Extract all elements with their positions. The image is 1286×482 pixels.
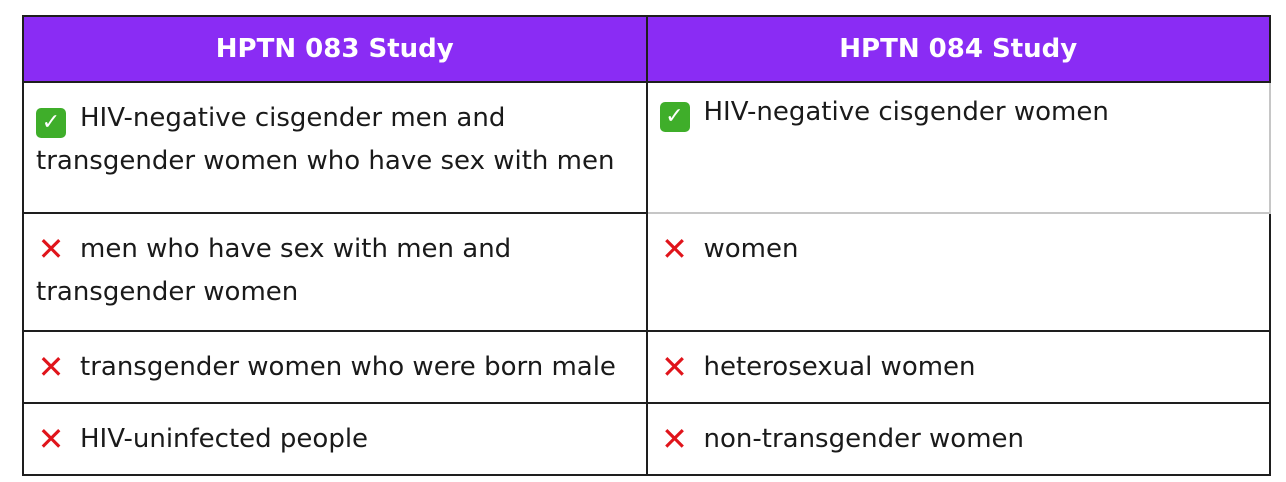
cell-text: HIV-negative cisgender women xyxy=(703,97,1109,127)
table-cell: ✕ transgender women who were born male xyxy=(22,330,648,404)
header-hptn-083: HPTN 083 Study xyxy=(22,15,648,83)
cell-text: HIV-uninfected people xyxy=(80,423,369,454)
check-mark-icon: ✓ xyxy=(36,108,66,138)
cell-text: HIV-negative cisgender men and transgend… xyxy=(36,103,615,176)
table-row: ✓ HIV-negative cisgender men and transgen… xyxy=(22,81,1271,214)
cross-mark-icon: ✕ xyxy=(37,230,65,268)
cross-mark-icon: ✕ xyxy=(661,347,688,386)
cross-mark-icon: ✕ xyxy=(37,419,65,458)
table-row: ✕ transgender women who were born male ✕ h… xyxy=(22,330,1271,404)
cell-text: men who have sex with men and transgende… xyxy=(36,234,512,307)
table-cell: ✕ HIV-uninfected people xyxy=(22,402,648,476)
cross-mark-icon: ✕ xyxy=(37,347,65,386)
check-mark-icon: ✓ xyxy=(659,102,690,132)
table-cell: ✓ HIV-negative cisgender women xyxy=(645,81,1271,214)
table-cell: ✕ women xyxy=(645,212,1271,332)
table-cell: ✕ heterosexual women xyxy=(645,330,1271,404)
cell-text: transgender women who were born male xyxy=(80,351,616,382)
table-row: ✕ HIV-uninfected people ✕ non-transgender … xyxy=(22,402,1271,476)
header-hptn-084: HPTN 084 Study xyxy=(645,15,1271,83)
table-row: ✕ men who have sex with men and transgend… xyxy=(22,212,1271,332)
table-cell: ✓ HIV-negative cisgender men and transgen… xyxy=(22,81,648,214)
cell-text: non-transgender women xyxy=(703,423,1025,454)
table-header-row: HPTN 083 Study HPTN 084 Study xyxy=(22,15,1271,83)
table-cell: ✕ men who have sex with men and transgend… xyxy=(22,212,648,332)
cross-mark-icon: ✕ xyxy=(661,230,688,268)
table-cell: ✕ non-transgender women xyxy=(645,402,1271,476)
comparison-table: HPTN 083 Study HPTN 084 Study ✓ HIV-negat… xyxy=(22,15,1271,476)
cell-text: women xyxy=(703,234,799,264)
cell-text: heterosexual women xyxy=(703,351,976,382)
cross-mark-icon: ✕ xyxy=(661,419,688,458)
